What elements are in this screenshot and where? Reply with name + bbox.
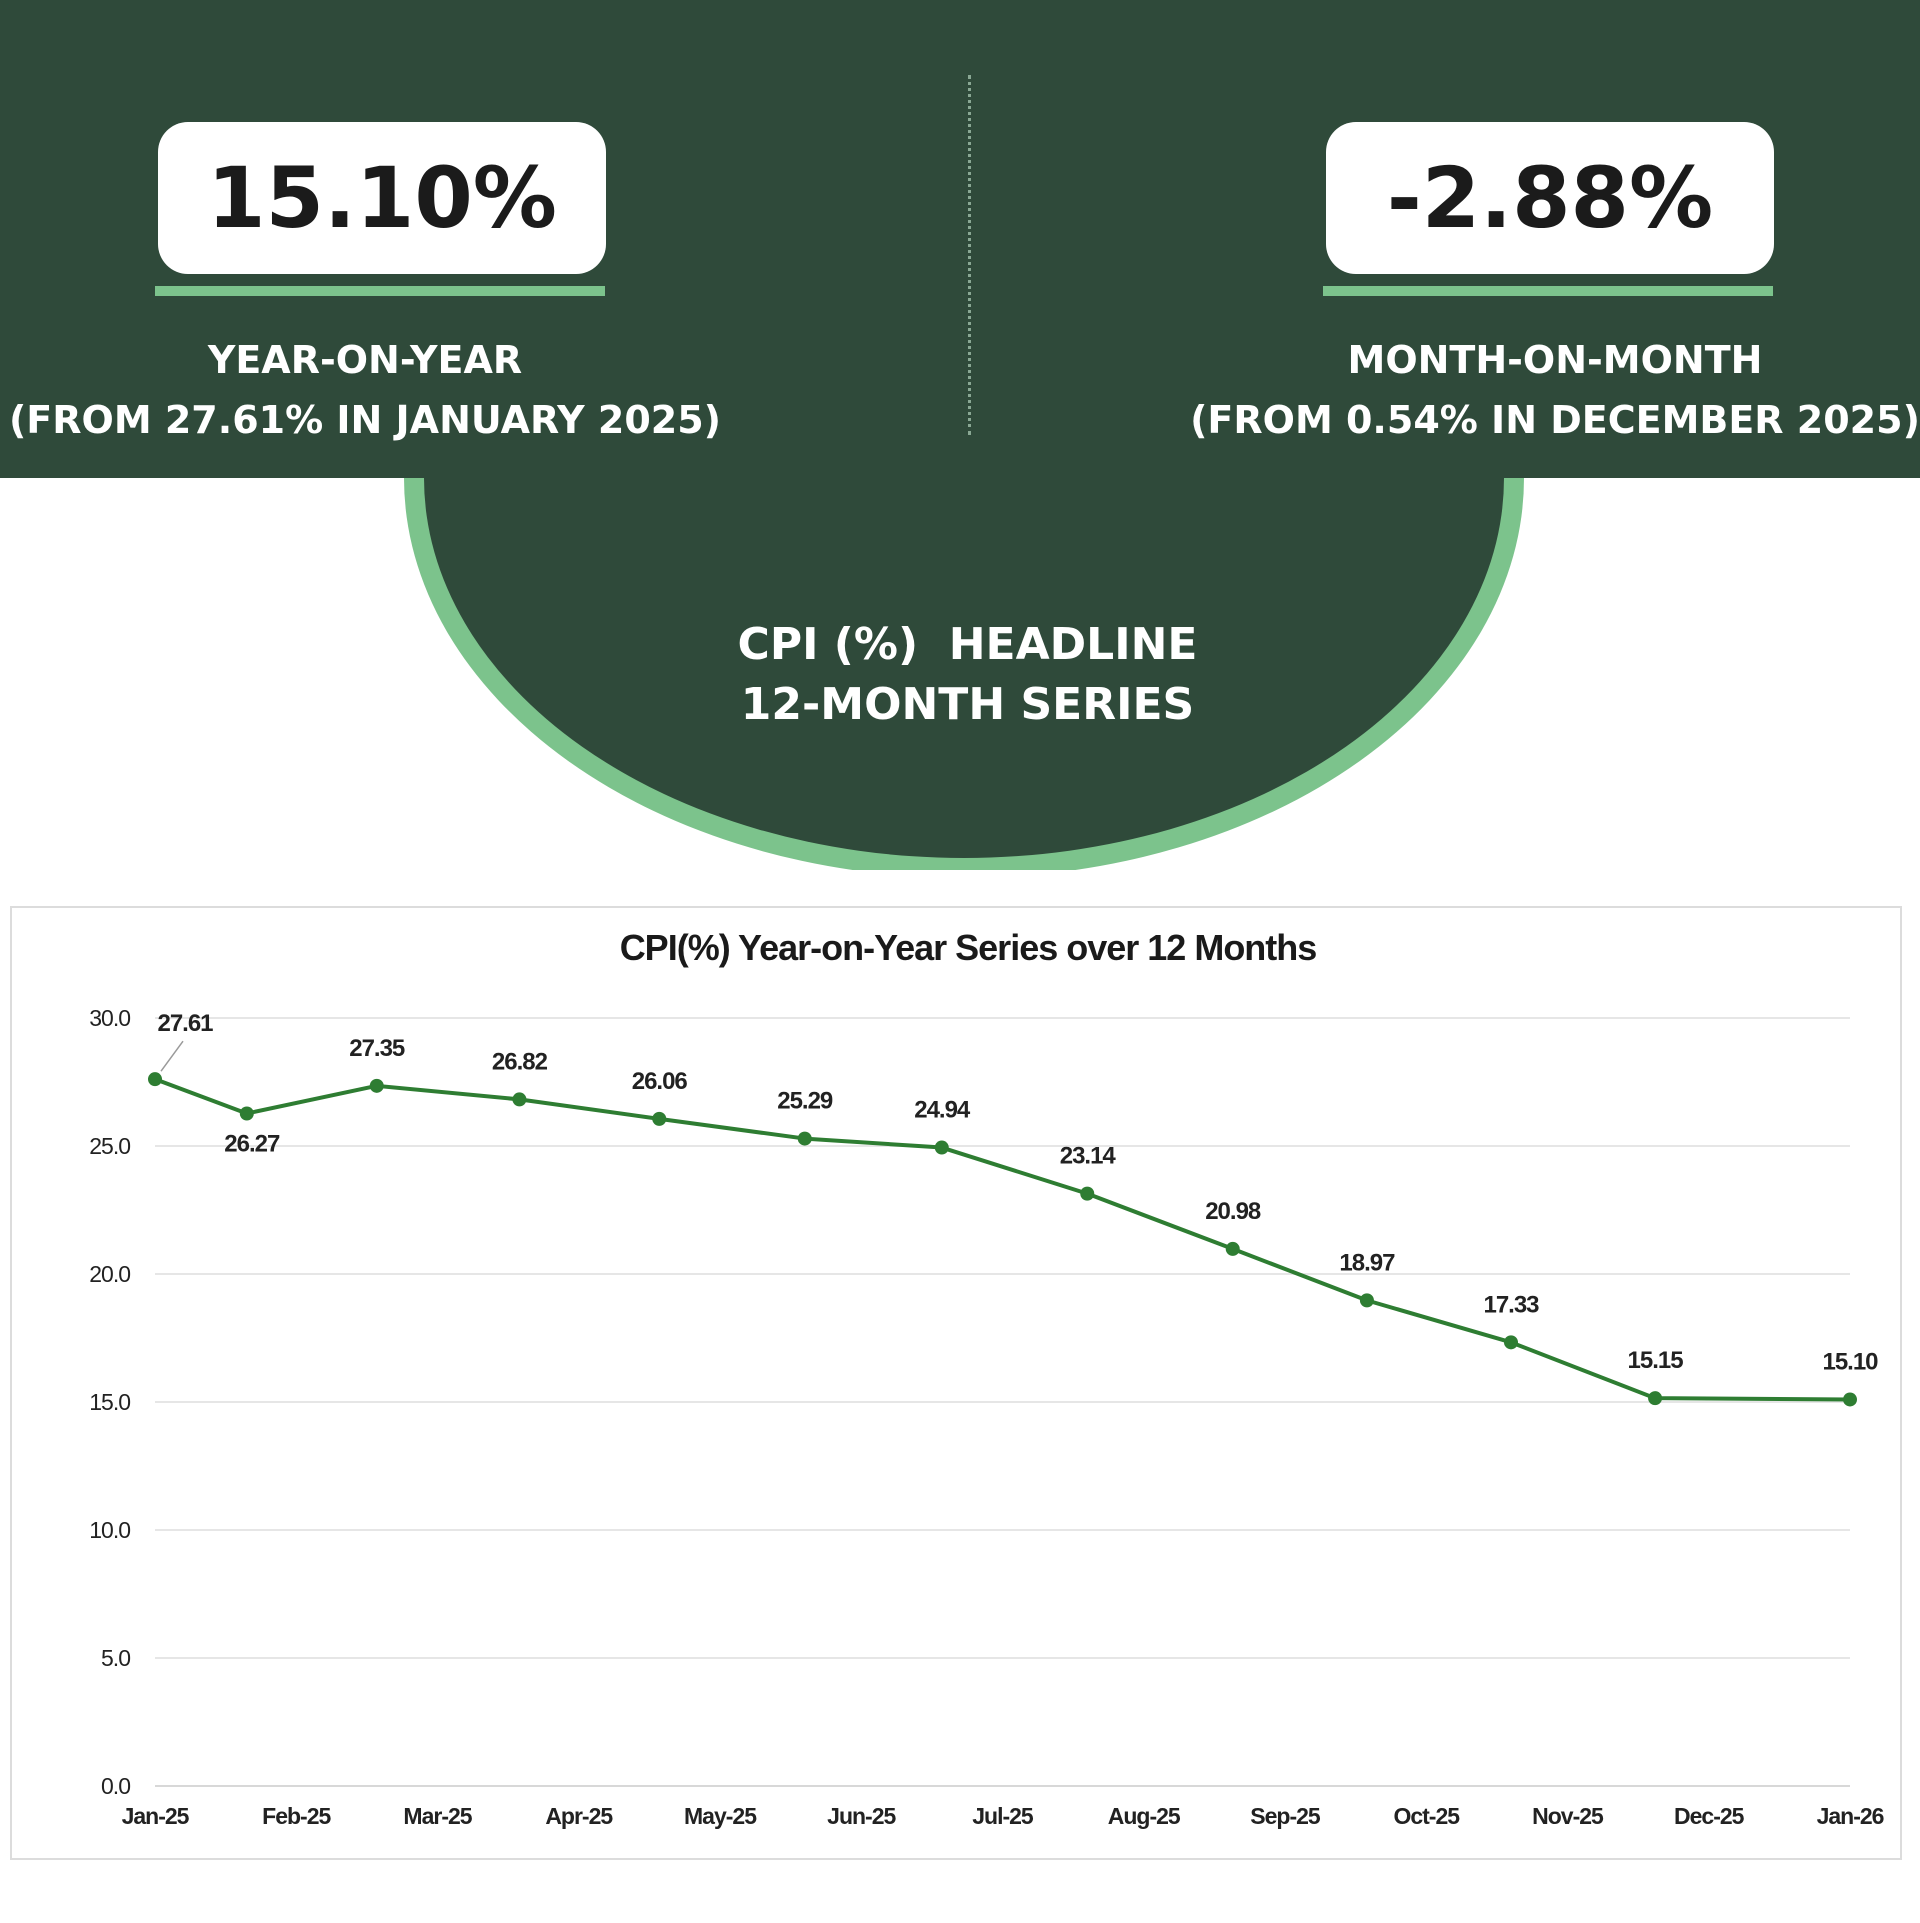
- data-label-leader: [160, 1040, 184, 1072]
- data-label: 24.94: [914, 1097, 971, 1124]
- mom-value-box: -2.88%: [1326, 122, 1774, 274]
- yoy-value-box: 15.10%: [158, 122, 606, 274]
- data-point: [652, 1111, 667, 1126]
- data-point: [1359, 1293, 1374, 1308]
- data-point: [148, 1072, 162, 1087]
- x-tick-label: Nov-25: [1532, 1803, 1604, 1829]
- x-tick-label: Oct-25: [1393, 1803, 1460, 1829]
- mom-label: MONTH-ON-MONTH: [1347, 338, 1763, 382]
- data-point: [1225, 1241, 1240, 1256]
- series-line: [154, 1077, 1851, 1402]
- x-tick-label: Apr-25: [545, 1803, 613, 1829]
- y-tick-label: 20.0: [89, 1261, 130, 1287]
- yoy-sub-label: (FROM 27.61% IN JANUARY 2025): [8, 398, 722, 442]
- y-tick-label: 15.0: [89, 1389, 130, 1415]
- data-label: 26.06: [632, 1068, 688, 1095]
- mom-label-block: MONTH-ON-MONTH (FROM 0.54% IN DECEMBER 2…: [1190, 330, 1920, 450]
- data-point: [512, 1092, 527, 1107]
- x-tick-label: Dec-25: [1674, 1803, 1745, 1829]
- headline-semicircle: [404, 478, 1524, 870]
- data-point: [1648, 1391, 1663, 1406]
- data-label: 23.14: [1060, 1143, 1117, 1170]
- data-point: [1080, 1186, 1095, 1201]
- data-point: [934, 1140, 949, 1155]
- cpi-line-chart: CPI(%) Year-on-Year Series over 12 Month…: [89, 927, 1884, 1829]
- header-divider: [968, 75, 971, 435]
- x-tick-label: Jul-25: [972, 1803, 1034, 1829]
- mom-value: -2.88%: [1386, 149, 1714, 247]
- x-tick-label: Jan-25: [122, 1803, 190, 1829]
- y-tick-label: 25.0: [89, 1133, 130, 1159]
- data-label: 27.61: [157, 1010, 213, 1037]
- data-point: [1843, 1392, 1857, 1407]
- mom-sub-label: (FROM 0.54% IN DECEMBER 2025): [1190, 398, 1920, 442]
- data-point: [797, 1131, 812, 1146]
- yoy-underline: [155, 286, 605, 296]
- data-point: [239, 1106, 254, 1121]
- headline-title: CPI (%) HEADLINE 12-MONTH SERIES: [737, 619, 1198, 730]
- x-tick-label: Jan-26: [1817, 1803, 1884, 1829]
- x-tick-label: Feb-25: [262, 1803, 331, 1829]
- data-label: 26.27: [224, 1130, 280, 1157]
- data-label: 27.35: [349, 1035, 405, 1062]
- x-tick-label: Mar-25: [403, 1803, 472, 1829]
- data-label: 15.15: [1628, 1347, 1684, 1374]
- x-tick-label: Jun-25: [827, 1803, 896, 1829]
- x-tick-label: May-25: [684, 1803, 757, 1829]
- data-label: 25.29: [777, 1088, 833, 1115]
- y-tick-label: 0.0: [101, 1773, 130, 1799]
- data-point: [369, 1078, 384, 1093]
- x-tick-label: Aug-25: [1108, 1803, 1181, 1829]
- data-label: 17.33: [1483, 1291, 1539, 1318]
- y-tick-label: 5.0: [101, 1645, 130, 1671]
- data-label: 18.97: [1339, 1249, 1395, 1276]
- data-label: 15.10: [1822, 1348, 1878, 1375]
- yoy-value: 15.10%: [207, 149, 557, 247]
- yoy-label-block: YEAR-ON-YEAR (FROM 27.61% IN JANUARY 202…: [0, 330, 730, 450]
- chart-card: CPI(%) Year-on-Year Series over 12 Month…: [10, 906, 1902, 1860]
- y-tick-label: 10.0: [89, 1517, 130, 1543]
- yoy-label: YEAR-ON-YEAR: [207, 338, 523, 382]
- x-tick-label: Sep-25: [1250, 1803, 1321, 1829]
- data-label: 20.98: [1205, 1198, 1261, 1225]
- data-label: 26.82: [492, 1048, 548, 1075]
- mom-underline: [1323, 286, 1773, 296]
- y-tick-label: 30.0: [89, 1005, 130, 1031]
- chart-title: CPI(%) Year-on-Year Series over 12 Month…: [620, 927, 1317, 968]
- data-point: [1504, 1335, 1518, 1350]
